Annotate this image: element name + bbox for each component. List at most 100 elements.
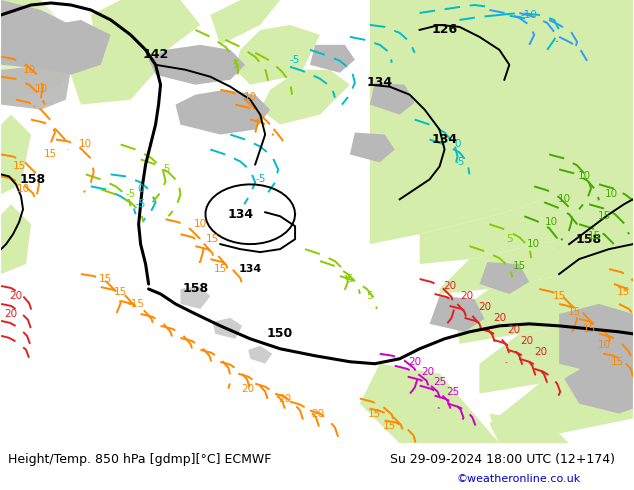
Polygon shape <box>176 90 270 135</box>
Text: ©weatheronline.co.uk: ©weatheronline.co.uk <box>456 474 581 485</box>
Polygon shape <box>489 414 569 443</box>
Polygon shape <box>1 65 71 110</box>
Text: 15: 15 <box>552 291 566 301</box>
Text: 15: 15 <box>597 211 611 221</box>
Polygon shape <box>260 70 350 124</box>
Text: 10: 10 <box>578 172 591 181</box>
Text: 25: 25 <box>446 387 459 396</box>
Text: 20: 20 <box>478 302 491 312</box>
Text: 134: 134 <box>238 264 262 274</box>
Polygon shape <box>399 393 500 443</box>
Text: 10: 10 <box>16 184 30 195</box>
Polygon shape <box>1 115 31 195</box>
Text: 15: 15 <box>206 234 219 244</box>
Polygon shape <box>564 364 633 414</box>
Text: 10: 10 <box>557 195 571 204</box>
Polygon shape <box>430 296 484 332</box>
Polygon shape <box>212 318 242 339</box>
Text: 10: 10 <box>545 217 558 227</box>
Text: 20: 20 <box>460 291 473 301</box>
Polygon shape <box>31 20 111 75</box>
Text: 10: 10 <box>527 239 540 249</box>
Text: 10: 10 <box>597 340 611 350</box>
Text: 5: 5 <box>366 291 373 301</box>
Text: 15: 15 <box>567 307 581 317</box>
Text: 134: 134 <box>366 76 393 89</box>
Text: 5: 5 <box>347 274 353 284</box>
Text: 20: 20 <box>534 347 548 357</box>
Polygon shape <box>479 262 529 294</box>
Polygon shape <box>439 219 633 294</box>
Text: 15: 15 <box>214 264 227 274</box>
Text: -5: -5 <box>255 174 266 184</box>
Text: 5: 5 <box>506 234 513 244</box>
Polygon shape <box>420 179 633 264</box>
Text: 10: 10 <box>604 189 618 199</box>
Text: 142: 142 <box>143 49 169 61</box>
Text: 158: 158 <box>183 283 209 295</box>
Text: -5: -5 <box>290 55 301 65</box>
Text: 0: 0 <box>138 184 144 195</box>
Text: 15: 15 <box>583 324 596 334</box>
Polygon shape <box>91 0 200 65</box>
Polygon shape <box>310 45 355 73</box>
Text: 20: 20 <box>4 309 18 319</box>
Text: 15: 15 <box>618 287 631 297</box>
Polygon shape <box>1 0 41 65</box>
Polygon shape <box>210 0 280 45</box>
Polygon shape <box>1 0 81 70</box>
Text: Height/Temp. 850 hPa [gdmp][°C] ECMWF: Height/Temp. 850 hPa [gdmp][°C] ECMWF <box>8 453 271 466</box>
Polygon shape <box>1 204 31 274</box>
Text: 10: 10 <box>194 219 207 229</box>
Text: 134: 134 <box>227 208 254 221</box>
Text: 15: 15 <box>44 149 58 159</box>
Text: Su 29-09-2024 18:00 UTC (12+174): Su 29-09-2024 18:00 UTC (12+174) <box>390 453 615 466</box>
Text: 20: 20 <box>278 393 292 404</box>
Polygon shape <box>479 304 633 393</box>
Polygon shape <box>370 83 415 115</box>
Text: 20: 20 <box>443 281 456 291</box>
Text: 20: 20 <box>408 357 421 367</box>
Text: 158: 158 <box>576 233 602 245</box>
Polygon shape <box>559 304 633 374</box>
Text: 10: 10 <box>79 140 93 149</box>
Polygon shape <box>1 0 81 105</box>
Text: 15: 15 <box>13 161 25 172</box>
Text: 15: 15 <box>611 357 624 367</box>
Text: 15: 15 <box>588 231 600 241</box>
Text: 15: 15 <box>99 274 112 284</box>
Text: 20: 20 <box>311 409 325 418</box>
Polygon shape <box>489 364 633 443</box>
Text: 15: 15 <box>368 409 382 418</box>
Polygon shape <box>181 286 210 309</box>
Text: 134: 134 <box>432 133 458 146</box>
Text: -5: -5 <box>160 165 171 174</box>
Text: 0: 0 <box>454 140 461 149</box>
Text: -5: -5 <box>126 189 136 199</box>
Polygon shape <box>455 254 633 344</box>
Text: -5: -5 <box>136 199 146 209</box>
Text: 15: 15 <box>383 420 396 431</box>
Text: 25: 25 <box>433 377 446 387</box>
Text: -15: -15 <box>127 299 144 309</box>
Text: 20: 20 <box>521 336 534 346</box>
Text: 20: 20 <box>10 291 23 301</box>
Polygon shape <box>350 132 395 162</box>
Text: -5: -5 <box>455 157 465 168</box>
Text: 20: 20 <box>508 325 521 335</box>
Text: 150: 150 <box>267 327 294 341</box>
Text: 20: 20 <box>493 313 506 323</box>
Text: 20: 20 <box>421 367 434 377</box>
Polygon shape <box>148 45 245 85</box>
Text: 10: 10 <box>243 92 257 101</box>
Polygon shape <box>249 346 272 364</box>
Text: 10: 10 <box>22 65 36 75</box>
Polygon shape <box>360 364 500 443</box>
Text: 20: 20 <box>242 384 255 393</box>
Polygon shape <box>235 25 320 85</box>
Text: 15: 15 <box>513 261 526 271</box>
Text: 126: 126 <box>432 24 458 36</box>
Text: -10: -10 <box>521 10 538 20</box>
Text: 10: 10 <box>34 84 48 94</box>
Text: 5: 5 <box>232 60 238 70</box>
